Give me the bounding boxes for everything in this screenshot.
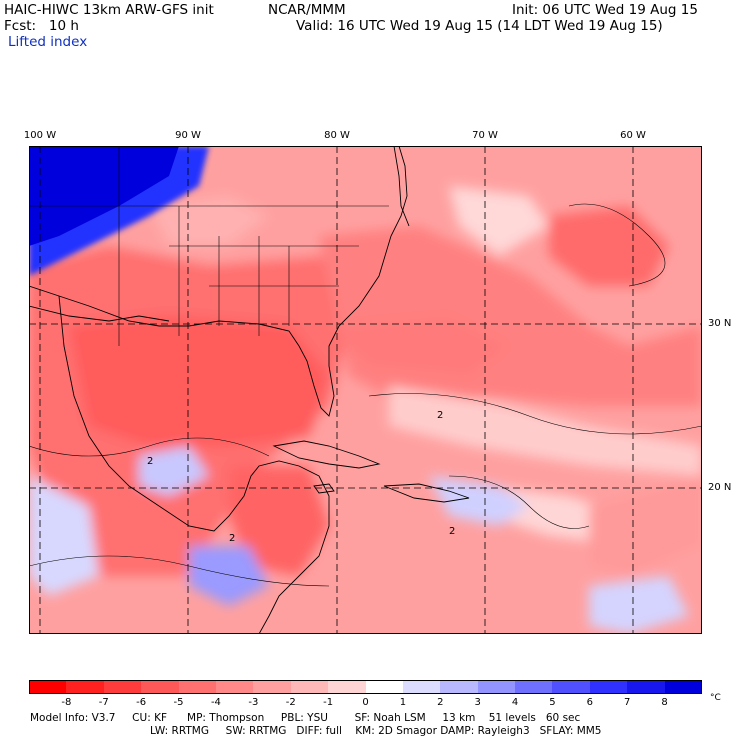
colorbar-label: -3: [248, 697, 259, 708]
colorbar-swatch: [253, 680, 292, 694]
map-frame: [29, 146, 702, 634]
init-time: Init: 06 UTC Wed 19 Aug 15: [512, 2, 698, 18]
lon-label-60w: 60 W: [620, 130, 646, 141]
lifted-index-shading: [29, 186, 702, 634]
colorbar-swatch: [29, 680, 67, 694]
colorbar-label: -7: [98, 697, 109, 708]
lon-label-100w: 100 W: [23, 130, 57, 141]
colorbar-label: 4: [511, 697, 519, 708]
contour-label: 2: [449, 526, 455, 537]
colorbar-label: 7: [624, 697, 631, 708]
colorbar-swatch: [664, 680, 703, 694]
contour-label: 2: [229, 533, 235, 544]
lat-label-20n: 20 N: [708, 482, 732, 493]
lifted-index-map: 2 2 2 2: [29, 146, 702, 634]
colorbar-label: 8: [661, 697, 668, 708]
colorbar-label: 6: [586, 697, 594, 708]
lon-label-70w: 70 W: [472, 130, 498, 141]
colorbar-swatch: [477, 680, 516, 694]
colorbar-swatch: [290, 680, 329, 694]
colorbar-swatch: [627, 680, 666, 694]
colorbar-swatch: [402, 680, 441, 694]
colorbar-label: 3: [474, 697, 481, 708]
colorbar-label: 2: [437, 697, 444, 708]
model-info-line2: LW: RRTMG SW: RRTMG DIFF: full KM: 2D Sm…: [150, 725, 602, 737]
lon-label-90w: 90 W: [175, 130, 201, 141]
colorbar-label: -1: [323, 697, 334, 708]
contour-label: 2: [437, 410, 443, 421]
colorbar-label: -6: [136, 697, 147, 708]
model-info-line1: Model Info: V3.7 CU: KF MP: Thompson PBL…: [30, 712, 581, 724]
lon-label-80w: 80 W: [324, 130, 350, 141]
colorbar-swatch: [552, 680, 591, 694]
contour-label: 2: [147, 456, 153, 467]
colorbar-swatch: [66, 680, 105, 694]
colorbar-swatch: [440, 680, 479, 694]
colorbar-frame: [29, 680, 702, 694]
colorbar-swatch: [328, 680, 366, 694]
colorbar-swatch: [103, 680, 142, 694]
graticule: [29, 146, 702, 634]
colorbar-swatch: [515, 680, 553, 694]
organization-label: NCAR/MMM: [268, 2, 346, 18]
model-title: HAIC-HIWC 13km ARW-GFS init: [4, 2, 214, 18]
colorbar-swatch: [589, 680, 628, 694]
state-borders: [29, 146, 389, 346]
field-name: Lifted index: [8, 34, 88, 50]
colorbar-swatch: [215, 680, 254, 694]
valid-time: Valid: 16 UTC Wed 19 Aug 15 (14 LDT Wed …: [296, 18, 663, 34]
contour-lines: [29, 203, 702, 587]
colorbar-label: 0: [362, 697, 369, 708]
forecast-hour: Fcst: 10 h: [4, 18, 79, 34]
colorbar-label: 1: [399, 697, 407, 708]
colorbar-label: -2: [285, 697, 296, 708]
colorbar-label: -8: [61, 697, 72, 708]
colorbar-swatch: [365, 680, 404, 694]
lat-label-30n: 30 N: [708, 318, 732, 329]
colorbar-label: -5: [173, 697, 184, 708]
colorbar-swatch: [141, 680, 180, 694]
coastlines: [29, 146, 470, 634]
colorbar-label: 5: [549, 697, 556, 708]
colorbar-label: -4: [210, 697, 221, 708]
stable-air-core: [29, 146, 179, 246]
colorbar-swatch: [178, 680, 217, 694]
colorbar-unit: °C: [710, 693, 721, 703]
